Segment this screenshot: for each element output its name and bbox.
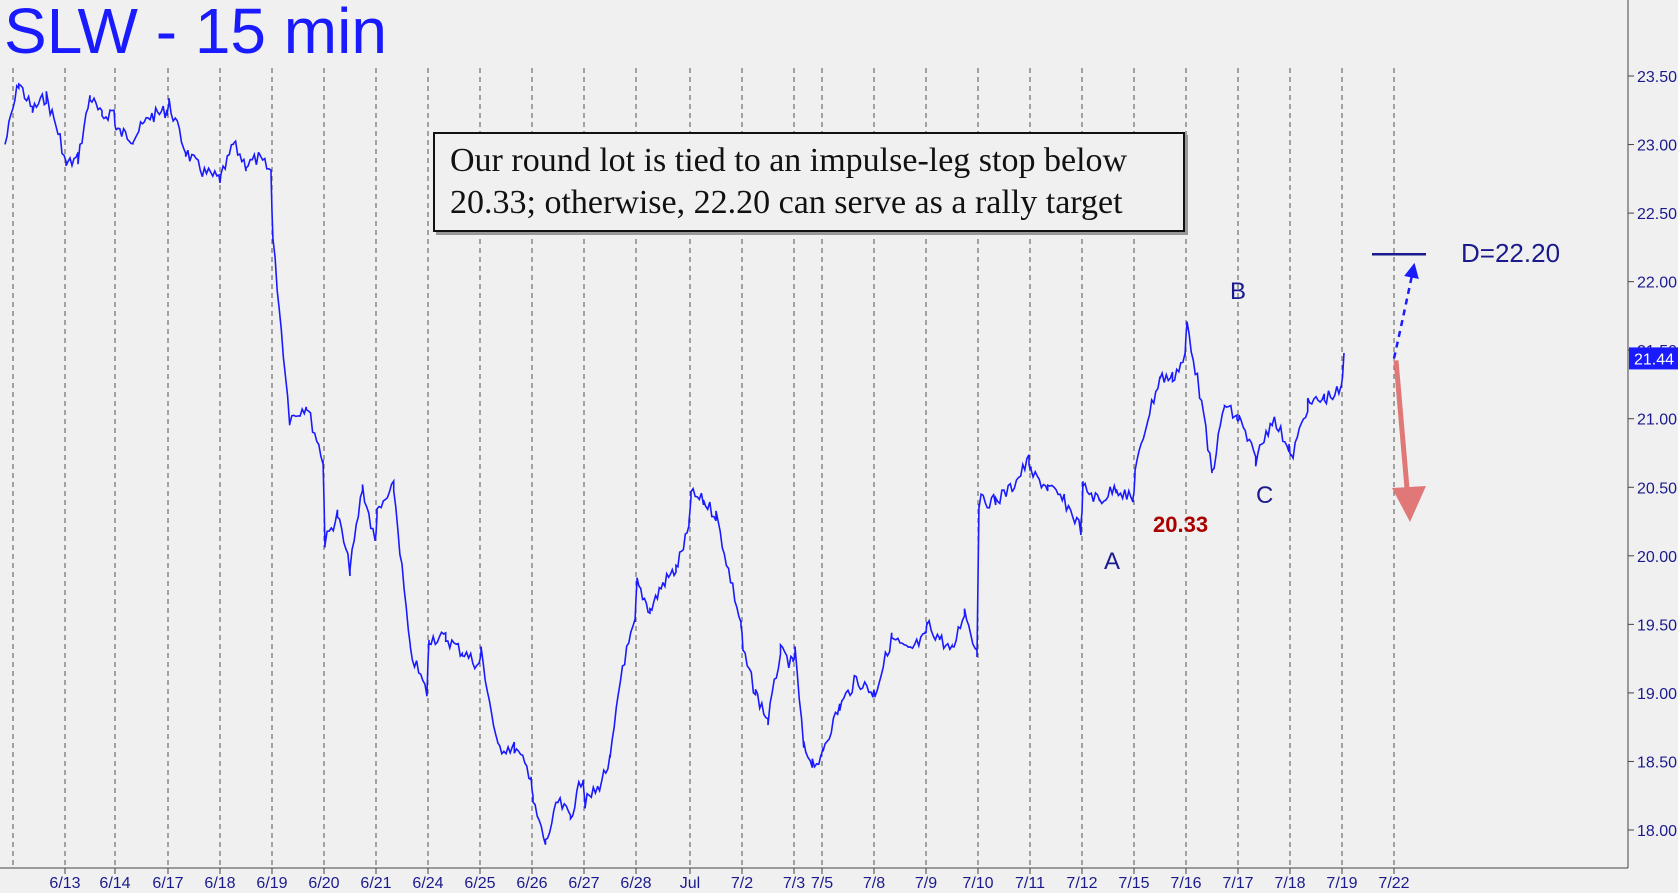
x-tick-label-1: 6/14 <box>99 875 130 892</box>
x-tick-label-8: 6/25 <box>464 875 495 892</box>
projection-overlays <box>1372 252 1426 522</box>
x-tick-label-11: 6/28 <box>620 875 651 892</box>
x-tick-label-21: 7/15 <box>1118 875 1149 892</box>
last-price-tag <box>1629 347 1678 370</box>
x-tick-label-26: 7/22 <box>1378 875 1409 892</box>
target-label: D=22.20 <box>1461 238 1561 268</box>
annotation-box: Our round lot is tied to an impulse-leg … <box>433 132 1185 232</box>
down-arrow-shaft <box>1393 360 1411 501</box>
x-tick-label-25: 7/19 <box>1326 875 1357 892</box>
x-tick-label-4: 6/19 <box>256 875 287 892</box>
y-tick-label-0: 23.50 <box>1637 69 1677 86</box>
price-line <box>4 82 1345 845</box>
x-tick-label-22: 7/16 <box>1170 875 1201 892</box>
chart-title: SLW - 15 min <box>4 0 387 67</box>
x-tick-label-14: 7/3 <box>783 875 805 892</box>
x-tick-label-5: 6/20 <box>308 875 339 892</box>
annotation-line-1: Our round lot is tied to an impulse-leg … <box>450 142 1128 179</box>
wave-b-label: B <box>1230 278 1247 305</box>
x-tick-label-23: 7/17 <box>1222 875 1253 892</box>
y-tick-label-6: 20.50 <box>1637 480 1677 497</box>
y-tick-label-1: 23.00 <box>1637 138 1677 155</box>
x-tick-label-18: 7/10 <box>962 875 993 892</box>
x-tick-label-12: Jul <box>680 875 700 892</box>
y-tick-label-11: 18.00 <box>1637 823 1677 840</box>
x-tick-label-15: 7/5 <box>811 875 833 892</box>
y-tick-label-10: 18.50 <box>1637 754 1677 771</box>
x-tick-label-16: 7/8 <box>863 875 885 892</box>
x-tick-label-0: 6/13 <box>49 875 80 892</box>
y-tick-label-9: 19.00 <box>1637 686 1677 703</box>
x-tick-label-17: 7/9 <box>915 875 937 892</box>
x-tick-label-20: 7/12 <box>1066 875 1097 892</box>
rally-projection-arrow <box>1392 262 1419 359</box>
x-tick-label-24: 7/18 <box>1274 875 1305 892</box>
y-tick-label-3: 22.00 <box>1637 275 1677 292</box>
x-tick-label-7: 6/24 <box>412 875 443 892</box>
down-arrow-head <box>1392 486 1426 522</box>
x-tick-label-2: 6/17 <box>152 875 183 892</box>
last-price-text: 21.44 <box>1634 351 1674 368</box>
x-tick-label-9: 6/26 <box>516 875 547 892</box>
y-tick-label-7: 20.00 <box>1637 549 1677 566</box>
y-tick-label-5: 21.00 <box>1637 412 1677 429</box>
price-series <box>4 82 1345 845</box>
stop-label: 20.33 <box>1153 512 1209 537</box>
annotation-line-2: 20.33; otherwise, 22.20 can serve as a r… <box>450 184 1123 221</box>
wave-a-label: A <box>1104 548 1121 575</box>
x-tick-label-13: 7/2 <box>731 875 753 892</box>
x-tick-label-10: 6/27 <box>568 875 599 892</box>
x-tick-label-6: 6/21 <box>360 875 391 892</box>
y-tick-label-2: 22.50 <box>1637 206 1677 223</box>
x-tick-label-19: 7/11 <box>1015 875 1045 892</box>
y-tick-label-8: 19.50 <box>1637 617 1677 634</box>
x-tick-label-3: 6/18 <box>204 875 235 892</box>
wave-c-label: C <box>1256 482 1274 509</box>
